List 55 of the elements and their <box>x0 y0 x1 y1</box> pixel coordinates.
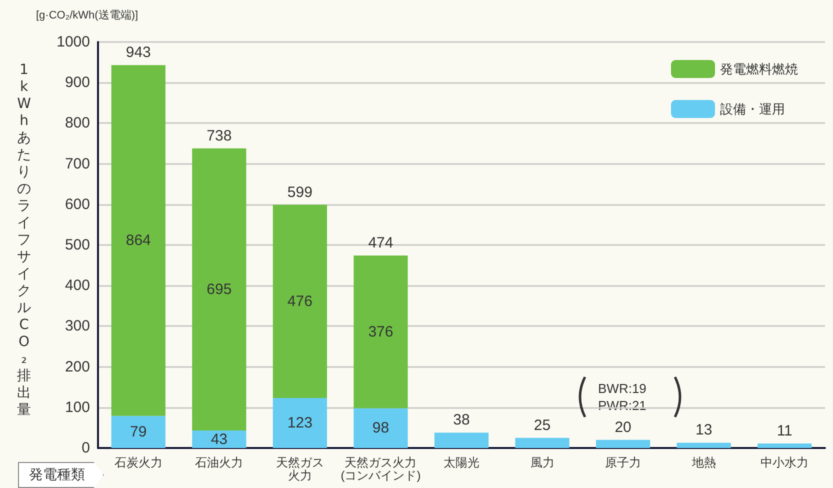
bar <box>272 204 328 398</box>
bar <box>111 416 166 448</box>
bar <box>272 398 328 448</box>
bar <box>354 408 408 448</box>
y-tick-label: 300 <box>64 318 90 335</box>
bar <box>192 430 246 448</box>
data-label: 25 <box>534 416 551 434</box>
x-tick-label: 石油火力 <box>195 456 244 470</box>
y-tick-label: 200 <box>64 358 90 376</box>
x-tick-label: 天然ガス火力(コンバインド) <box>340 456 421 482</box>
data-label: 13 <box>695 422 712 439</box>
data-label: 11 <box>776 422 792 440</box>
data-label: 476 <box>287 292 312 310</box>
bar <box>676 442 731 448</box>
data-label: 20 <box>614 418 632 436</box>
x-tick-label: 石炭火力 <box>114 456 162 470</box>
y-tick-label: 1000 <box>56 34 90 50</box>
y-tick-label: 800 <box>64 114 90 132</box>
y-tick-label: 100 <box>64 398 90 416</box>
total-label: 474 <box>368 234 394 252</box>
y-tick-label: 0 <box>82 440 90 456</box>
bar <box>354 256 408 408</box>
text: [g·CO₂/kWh(送電端)] <box>36 8 138 22</box>
data-label: 98 <box>372 420 390 437</box>
data-label: 123 <box>287 414 312 432</box>
x-tick-label: 天然ガス火力 <box>276 456 324 482</box>
legend-label: 設備・運用 <box>720 102 785 116</box>
x-tick-label: 地熱 <box>690 456 716 470</box>
data-label: 38 <box>453 412 470 429</box>
bar <box>434 432 489 448</box>
text: 1kWhあたりのライフサイクルCO₂排出量 <box>17 62 31 418</box>
total-label: 943 <box>126 44 151 62</box>
x-tick-label: 太陽光 <box>444 456 480 470</box>
x-axis-title: 発電種類 <box>18 462 104 488</box>
bar <box>111 65 166 416</box>
data-label: 79 <box>130 423 147 440</box>
y-tick-label: 600 <box>64 196 90 213</box>
bar <box>515 438 570 448</box>
legend-label: 発電燃料燃焼 <box>720 62 798 76</box>
y-tick-label: 400 <box>64 277 90 294</box>
bar <box>758 444 812 448</box>
data-label: 695 <box>206 280 232 298</box>
bar <box>596 440 650 448</box>
x-tick-label: 中小水力 <box>760 456 809 470</box>
y-tick-label: 900 <box>64 74 90 92</box>
total-label: 738 <box>206 127 232 144</box>
x-tick-label: 風力 <box>530 456 554 470</box>
data-label: 864 <box>126 232 151 250</box>
bar <box>192 148 246 431</box>
x-tick-label: 原子力 <box>605 456 642 470</box>
y-tick-label: 700 <box>64 155 90 172</box>
data-label: 376 <box>368 323 394 340</box>
total-label: 599 <box>287 184 312 201</box>
data-label: 43 <box>210 430 228 448</box>
y-tick-label: 500 <box>64 236 90 254</box>
